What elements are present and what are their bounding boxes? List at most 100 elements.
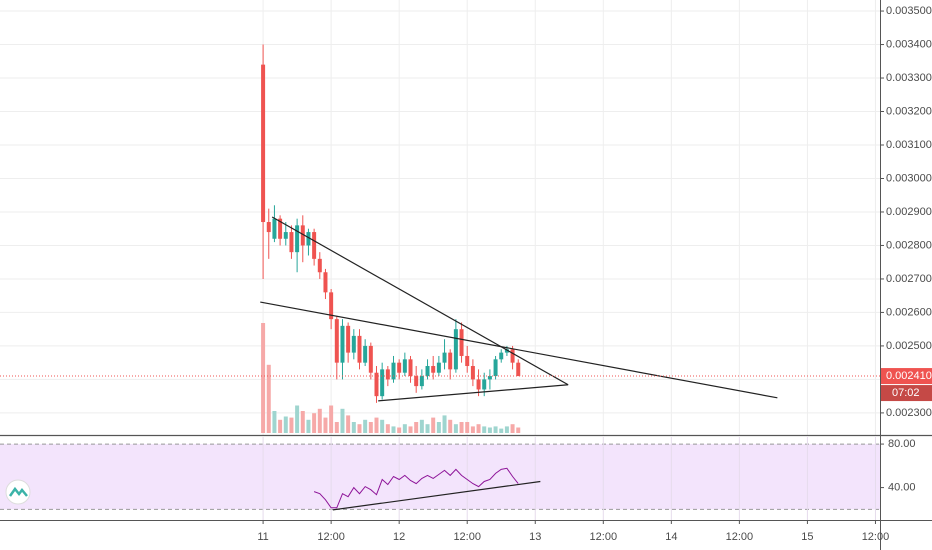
candle-body — [278, 218, 283, 239]
candle-body — [504, 349, 509, 353]
x-tick-label: 12 — [393, 531, 405, 543]
volume-bar — [289, 417, 294, 433]
last-price-box — [881, 368, 932, 385]
candle-body — [465, 355, 470, 367]
volume-bar — [300, 411, 305, 433]
candle-body — [448, 352, 453, 370]
candle-body — [397, 362, 402, 373]
candle-body — [346, 325, 351, 353]
logo[interactable] — [5, 479, 31, 505]
y-tick-label: 0.002700 — [886, 273, 932, 285]
y-tick-label: 0.002500 — [886, 340, 932, 352]
candle-body — [408, 359, 413, 377]
candle-body — [516, 362, 521, 377]
volume-bar — [278, 419, 283, 433]
volume-bar — [312, 413, 317, 433]
volume-bar — [385, 424, 390, 433]
candle-body — [476, 379, 481, 390]
x-tick-label: 12:00 — [862, 531, 890, 543]
candle-body — [295, 225, 300, 253]
volume-bar — [482, 426, 487, 433]
volume-bar — [476, 424, 481, 433]
volume-bar — [374, 417, 379, 433]
candle-body — [340, 325, 345, 363]
volume-bar — [357, 424, 362, 433]
volume-bar — [516, 427, 521, 433]
volume-bar — [397, 427, 402, 433]
volume-bar — [340, 408, 345, 433]
trendline — [378, 384, 569, 402]
candle-body — [482, 379, 487, 390]
volume-bar — [431, 417, 436, 433]
volume-bar — [414, 422, 419, 433]
x-tick-label: 12:00 — [726, 531, 754, 543]
countdown-box — [881, 385, 932, 402]
candle-body — [493, 359, 498, 377]
volume-bar — [442, 415, 447, 433]
candle-body — [306, 232, 311, 246]
last-price-label: 0.002410 — [886, 370, 932, 382]
candle-body — [283, 232, 288, 239]
volume-bar — [363, 419, 368, 433]
x-tick-label: 15 — [801, 531, 813, 543]
candle-body — [402, 359, 407, 373]
volume-bar — [402, 424, 407, 433]
volume-bar — [306, 419, 311, 433]
volume-bar — [493, 426, 498, 433]
volume-bar — [317, 408, 322, 433]
logo-icon[interactable] — [8, 486, 28, 497]
volume-bar — [487, 427, 492, 433]
candle-body — [459, 329, 464, 356]
candle-body — [351, 335, 356, 353]
x-tick-label: 11 — [257, 531, 268, 543]
candle-body — [317, 258, 322, 273]
x-tick-label: 12:00 — [590, 531, 618, 543]
rsi-trendline — [332, 480, 541, 511]
candle-body — [363, 345, 368, 363]
candle-body — [334, 319, 339, 363]
y-tick-label: 0.002800 — [886, 239, 932, 251]
y-tick-label: 0.002300 — [886, 407, 932, 419]
candle-body — [414, 376, 419, 387]
candle-body — [431, 366, 436, 373]
volume-bar — [329, 405, 334, 433]
y-tick-label: 0.003000 — [886, 172, 932, 184]
volume-bar — [391, 426, 396, 433]
y-tick-label: 0.003100 — [886, 139, 932, 151]
candle-body — [385, 369, 390, 380]
rsi-tick-label: 40.00 — [888, 481, 916, 493]
y-tick-label: 0.002600 — [886, 306, 932, 318]
countdown-label: 07:02 — [892, 387, 920, 399]
volume-bar — [272, 411, 277, 433]
trendline — [260, 301, 778, 399]
candle-body — [289, 232, 294, 253]
volume-bar — [266, 364, 271, 433]
volume-bar — [425, 424, 430, 433]
x-tick-label: 12:00 — [317, 531, 345, 543]
volume-bar — [351, 422, 356, 433]
volume-bar — [436, 422, 441, 433]
marks — [0, 44, 880, 511]
volume-bar — [510, 424, 515, 433]
candle-body — [470, 366, 475, 380]
candle-body — [419, 376, 424, 387]
volume-bar — [419, 419, 424, 433]
volume-bar — [465, 422, 470, 433]
candle-body — [380, 369, 385, 397]
candle-body — [266, 222, 271, 233]
candle-body — [436, 362, 441, 373]
candle-body — [453, 329, 458, 370]
candle-body — [357, 335, 362, 363]
candle-body — [368, 345, 373, 373]
labels: 0.0023000.0024000.0025000.0026000.002700… — [257, 5, 932, 543]
y-tick-label: 0.003400 — [886, 38, 932, 50]
volume-bar — [459, 422, 464, 433]
grid — [0, 0, 880, 520]
candle-body — [323, 272, 328, 293]
candle-body — [487, 376, 492, 380]
candle-body — [510, 349, 515, 363]
rsi-band — [0, 444, 880, 510]
trendline — [271, 216, 569, 386]
volume-bar — [453, 424, 458, 433]
y-tick-label: 0.003200 — [886, 105, 932, 117]
